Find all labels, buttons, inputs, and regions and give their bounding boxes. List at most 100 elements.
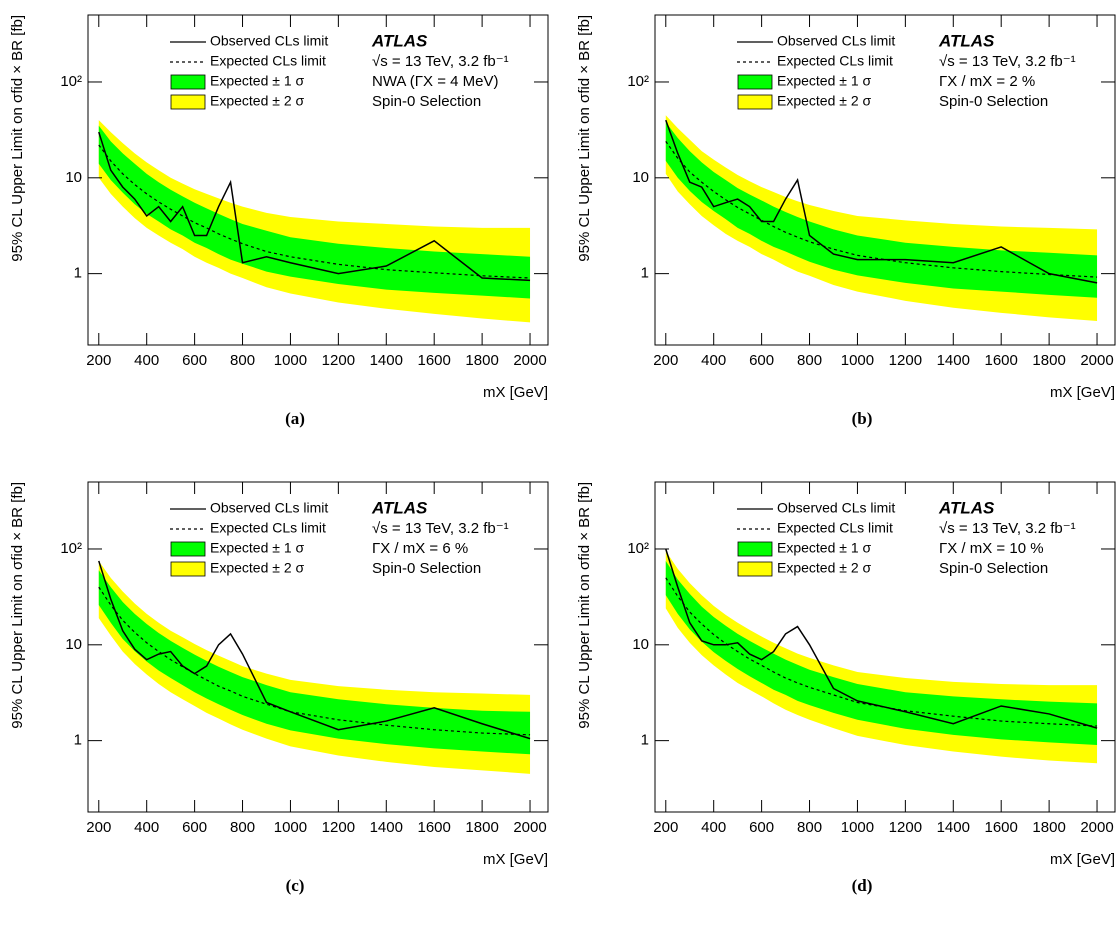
annotation: NWA (ΓX = 4 MeV) [372, 73, 498, 90]
x-tick-label: 2000 [1080, 352, 1113, 369]
x-tick-label: 400 [134, 352, 159, 369]
x-tick-label: 1600 [985, 352, 1018, 369]
x-tick-label: 1000 [274, 352, 307, 369]
x-tick-label: 1800 [1032, 352, 1065, 369]
caption: (c) [286, 876, 305, 895]
annotation: √s = 13 TeV, 3.2 fb⁻¹ [372, 53, 509, 70]
x-tick-label: 2000 [513, 352, 546, 369]
annotation: Spin-0 Selection [372, 560, 481, 577]
y-axis-label: 95% CL Upper Limit on σfid × BR [fb] [576, 482, 593, 729]
sigma-band [665, 122, 1098, 298]
y-axis-label: 95% CL Upper Limit on σfid × BR [fb] [9, 15, 26, 262]
x-tick-label: 1200 [889, 819, 922, 836]
legend-swatch [737, 541, 773, 557]
legend-label: Observed CLs limit [777, 500, 895, 516]
observed-line [98, 560, 531, 740]
x-tick-label: 1200 [322, 819, 355, 836]
x-tick-label: 1400 [370, 352, 403, 369]
legend-swatch [737, 94, 773, 110]
panel: 200 400 600 800 1000 1200 1400 1600 1800 2000 1 10 1… [576, 14, 1116, 428]
y-tick-label: 10 [65, 169, 82, 186]
x-tick-label: 600 [749, 819, 774, 836]
y-axis-label: 95% CL Upper Limit on σfid × BR [fb] [9, 482, 26, 729]
x-tick-label: 1200 [889, 352, 922, 369]
x-tick-label: 800 [797, 352, 822, 369]
legend-swatch [170, 541, 206, 557]
sigma-band [665, 560, 1098, 746]
y-tick-label: 10 [632, 636, 649, 653]
annotation: √s = 13 TeV, 3.2 fb⁻¹ [939, 520, 1076, 537]
x-tick-label: 600 [182, 352, 207, 369]
panel: 200 400 600 800 1000 1200 1400 1600 1800 2000 1 10 1… [9, 14, 549, 428]
y-axis-label: 95% CL Upper Limit on σfid × BR [fb] [576, 15, 593, 262]
expected-line [98, 586, 531, 736]
x-tick-label: 600 [182, 819, 207, 836]
x-tick-label: 1400 [937, 819, 970, 836]
legend-label: Expected CLs limit [777, 520, 893, 536]
x-axis-label: mX [GeV] [1050, 384, 1115, 401]
x-tick-label: 400 [701, 352, 726, 369]
x-tick-label: 1600 [418, 352, 451, 369]
x-tick-label: 800 [230, 352, 255, 369]
y-tick-label: 10² [627, 73, 649, 90]
legend-label: Observed CLs limit [777, 33, 895, 49]
x-tick-label: 800 [797, 819, 822, 836]
expected-line [98, 144, 531, 279]
legend-label: Expected ± 2 σ [777, 560, 872, 576]
x-tick-label: 2000 [513, 819, 546, 836]
x-tick-label: 200 [86, 819, 111, 836]
observed-line [98, 131, 531, 282]
x-tick-label: 1800 [465, 352, 498, 369]
legend-label: Observed CLs limit [210, 33, 328, 49]
x-tick-label: 800 [230, 819, 255, 836]
annotation: Spin-0 Selection [939, 560, 1048, 577]
legend-label: Expected CLs limit [210, 53, 326, 69]
y-tick-label: 10 [632, 169, 649, 186]
annotation: Spin-0 Selection [372, 93, 481, 110]
plot-frame [654, 481, 1116, 813]
x-tick-label: 200 [86, 352, 111, 369]
y-tick-label: 10² [627, 540, 649, 557]
expected-line [665, 141, 1098, 278]
x-tick-label: 600 [749, 352, 774, 369]
plot-frame [87, 14, 549, 346]
x-tick-label: 1400 [937, 352, 970, 369]
x-tick-label: 400 [701, 819, 726, 836]
legend-swatch [170, 94, 206, 110]
x-tick-label: 1800 [1032, 819, 1065, 836]
legend-label: Expected ± 1 σ [210, 540, 305, 556]
plot-frame [87, 481, 549, 813]
legend-label: Expected ± 2 σ [777, 93, 872, 109]
annotation: ΓX / mX = 2 % [939, 73, 1035, 90]
y-tick-label: 1 [641, 732, 649, 749]
annotation: Spin-0 Selection [939, 93, 1048, 110]
x-tick-label: 400 [134, 819, 159, 836]
x-tick-label: 1200 [322, 352, 355, 369]
observed-line [665, 119, 1098, 284]
legend-label: Observed CLs limit [210, 500, 328, 516]
legend-swatch [737, 74, 773, 90]
annotation: ΓX / mX = 10 % [939, 540, 1044, 557]
caption: (d) [852, 876, 873, 895]
x-tick-label: 2000 [1080, 819, 1113, 836]
plot-frame [654, 14, 1116, 346]
atlas-label: ATLAS [938, 498, 995, 517]
x-tick-label: 200 [653, 819, 678, 836]
caption: (a) [285, 409, 305, 428]
annotation: √s = 13 TeV, 3.2 fb⁻¹ [939, 53, 1076, 70]
x-tick-label: 200 [653, 352, 678, 369]
x-axis-label: mX [GeV] [483, 384, 548, 401]
panel: 200 400 600 800 1000 1200 1400 1600 1800 2000 1 10 1… [576, 481, 1116, 895]
annotation: ΓX / mX = 6 % [372, 540, 468, 557]
expected-line [665, 577, 1098, 727]
sigma-band [98, 570, 531, 755]
sigma-band [98, 125, 531, 299]
annotation: √s = 13 TeV, 3.2 fb⁻¹ [372, 520, 509, 537]
legend-label: Expected CLs limit [210, 520, 326, 536]
x-tick-label: 1000 [274, 819, 307, 836]
legend-label: Expected ± 2 σ [210, 560, 305, 576]
observed-line [665, 548, 1098, 729]
legend-label: Expected ± 2 σ [210, 93, 305, 109]
y-tick-label: 1 [74, 732, 82, 749]
